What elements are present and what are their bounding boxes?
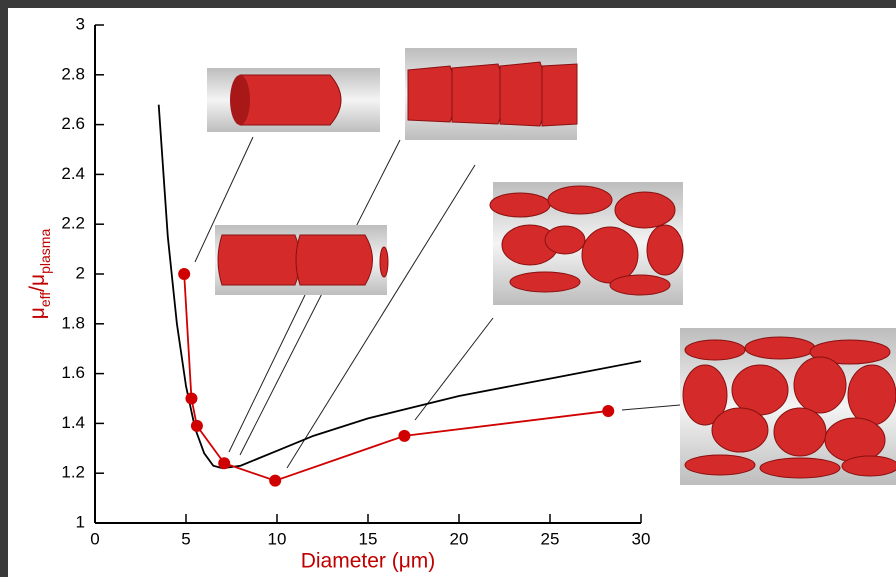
inset-1 [207, 68, 380, 132]
y-tick-label: 2.2 [61, 214, 85, 233]
inset-5 [680, 328, 896, 485]
y-tick-label: 1.8 [61, 313, 85, 332]
inset-2 [405, 48, 577, 140]
x-tick-label: 0 [90, 529, 99, 548]
x-axis-label: Diameter (μm) [301, 550, 436, 573]
inset-4 [490, 182, 683, 305]
y-tick-label: 2.6 [61, 114, 85, 133]
y-tick-label: 1.6 [61, 363, 85, 382]
y-tick-label: 1.4 [61, 413, 85, 432]
data-point [178, 268, 190, 280]
data-point [602, 405, 614, 417]
x-tick-label: 25 [541, 529, 560, 548]
x-tick-label: 20 [450, 529, 469, 548]
y-label-part: /μ [26, 274, 49, 292]
data-point [185, 393, 197, 405]
chart: Diameter (μm) μeff/μplasma 0 5 10 15 20 25 30 1… [0, 0, 896, 577]
x-tick-label: 30 [632, 529, 651, 548]
y-tick-label: 1 [76, 512, 85, 531]
y-tick-label: 2.4 [61, 164, 85, 183]
y-tick-label: 3 [76, 14, 85, 33]
page: {"chart_data": {"type": "line", "x_label… [0, 0, 896, 577]
data-point [269, 475, 281, 487]
x-tick-label: 15 [359, 529, 378, 548]
y-tick-label: 1.2 [61, 463, 85, 482]
inset-3 [215, 225, 388, 295]
x-tick-label: 5 [181, 529, 190, 548]
y-label-part: μ [26, 307, 49, 319]
data-point [191, 420, 203, 432]
data-point [218, 457, 230, 469]
y-label-part: plasma [37, 229, 53, 274]
x-tick-label: 10 [268, 529, 287, 548]
data-point [398, 430, 410, 442]
y-label-part: eff [37, 292, 53, 307]
y-tick-label: 2.8 [61, 64, 85, 83]
y-tick-label: 2 [76, 263, 85, 282]
